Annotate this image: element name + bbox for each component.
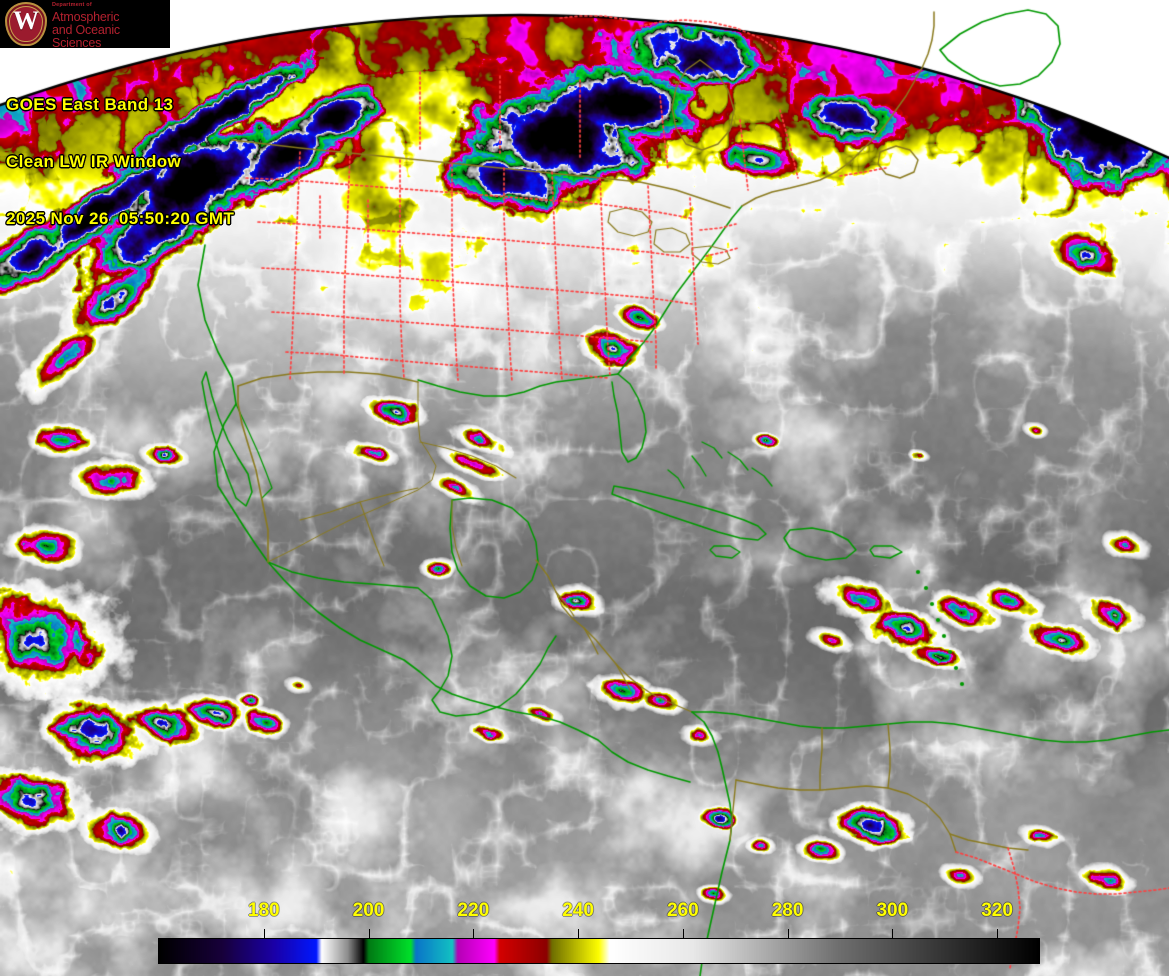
colorbar-tick (892, 929, 894, 938)
colorbar-tick-label: 280 (771, 900, 804, 921)
colorbar-tick (682, 929, 684, 938)
colorbar-canvas (159, 939, 1039, 963)
uw-aos-logo: W Department of Atmospheric and Oceanic … (0, 0, 170, 48)
title-line-channel: Clean LW IR Window (6, 152, 182, 171)
colorbar-tick (787, 929, 789, 938)
colorbar: 180 200 220 240 260 280 300 320 (158, 901, 1040, 964)
logo-text: Department of Atmospheric and Oceanic Sc… (52, 2, 168, 48)
colorbar-tick-label: 260 (666, 900, 699, 921)
logo-line-oceanic: and Oceanic Sciences (52, 23, 120, 48)
uw-crest-icon: W (5, 2, 47, 46)
crest-letter: W (13, 6, 39, 35)
title-line-product: GOES East Band 13 (6, 95, 174, 114)
colorbar-tick (473, 929, 475, 938)
colorbar-tick (368, 929, 370, 938)
logo-line-atmospheric: Atmospheric (52, 9, 120, 24)
logo-line-department: Department of (52, 2, 92, 8)
colorbar-tick-label: 240 (562, 900, 594, 921)
colorbar-gradient (158, 938, 1040, 964)
colorbar-tick-label: 180 (247, 900, 280, 921)
colorbar-tick (578, 929, 580, 938)
colorbar-tick-label: 300 (876, 900, 909, 921)
title-line-timestamp: 2025 Nov 26 05:50:20 GMT (6, 209, 235, 228)
colorbar-tick-label: 200 (352, 900, 385, 921)
colorbar-tick-label: 320 (981, 900, 1013, 921)
product-title-block: GOES East Band 13 Clean LW IR Window 202… (6, 57, 234, 266)
colorbar-tick (263, 929, 265, 938)
colorbar-tick-label: 220 (457, 900, 490, 921)
colorbar-tick (997, 929, 999, 938)
